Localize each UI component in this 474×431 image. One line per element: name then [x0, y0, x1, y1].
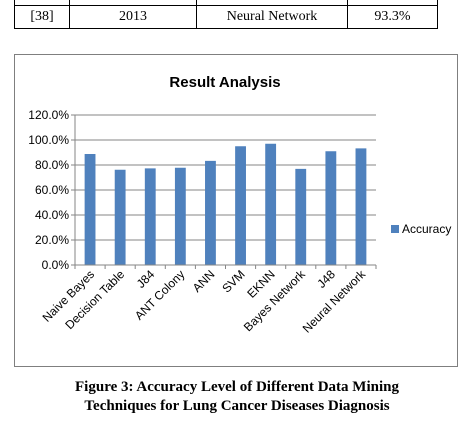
- y-tick-label: 20.0%: [35, 233, 69, 247]
- year-cell: 2013: [69, 5, 197, 29]
- legend-label: Accuracy: [402, 222, 451, 236]
- ref-cell: [38]: [14, 5, 70, 29]
- y-tick-label: 120.0%: [28, 108, 69, 122]
- caption-line-2: Techniques for Lung Cancer Diseases Diag…: [84, 398, 390, 414]
- results-table: [38] 2013 Neural Network 93.3%: [14, 0, 438, 29]
- x-tick-label: J84: [134, 267, 158, 291]
- bar: [174, 167, 186, 265]
- bar: [325, 151, 337, 265]
- bar: [84, 154, 96, 265]
- x-tick-label: ANN: [190, 267, 218, 295]
- accuracy-cell: 93.3%: [347, 5, 438, 29]
- table-row: [38] 2013 Neural Network 93.3%: [14, 5, 438, 29]
- bar: [235, 146, 246, 265]
- technique-cell: Neural Network: [196, 5, 348, 29]
- bar: [295, 168, 307, 265]
- chart-title: Result Analysis: [169, 74, 280, 91]
- bar: [265, 143, 277, 265]
- bar: [114, 169, 126, 265]
- bar: [205, 160, 216, 265]
- y-tick-label: 0.0%: [42, 258, 70, 272]
- y-tick-label: 60.0%: [35, 183, 69, 197]
- figure-caption: Figure 3: Accuracy Level of Different Da…: [0, 378, 474, 416]
- y-tick-label: 100.0%: [28, 133, 69, 147]
- bar: [144, 168, 156, 265]
- accuracy-bar-chart: Result Analysis 0.0% 20.0% 40.0% 60.0% 80.0%…: [28, 74, 451, 336]
- x-tick-label: J48: [314, 267, 338, 291]
- chart-area: Result Analysis 0.0% 20.0% 40.0% 60.0% 80.0%…: [14, 54, 458, 367]
- caption-line-1: Figure 3: Accuracy Level of Different Da…: [75, 379, 399, 395]
- y-tick-label: 80.0%: [35, 158, 69, 172]
- y-tick-label: 40.0%: [35, 208, 69, 222]
- bar: [355, 148, 367, 265]
- legend-swatch: [391, 225, 399, 233]
